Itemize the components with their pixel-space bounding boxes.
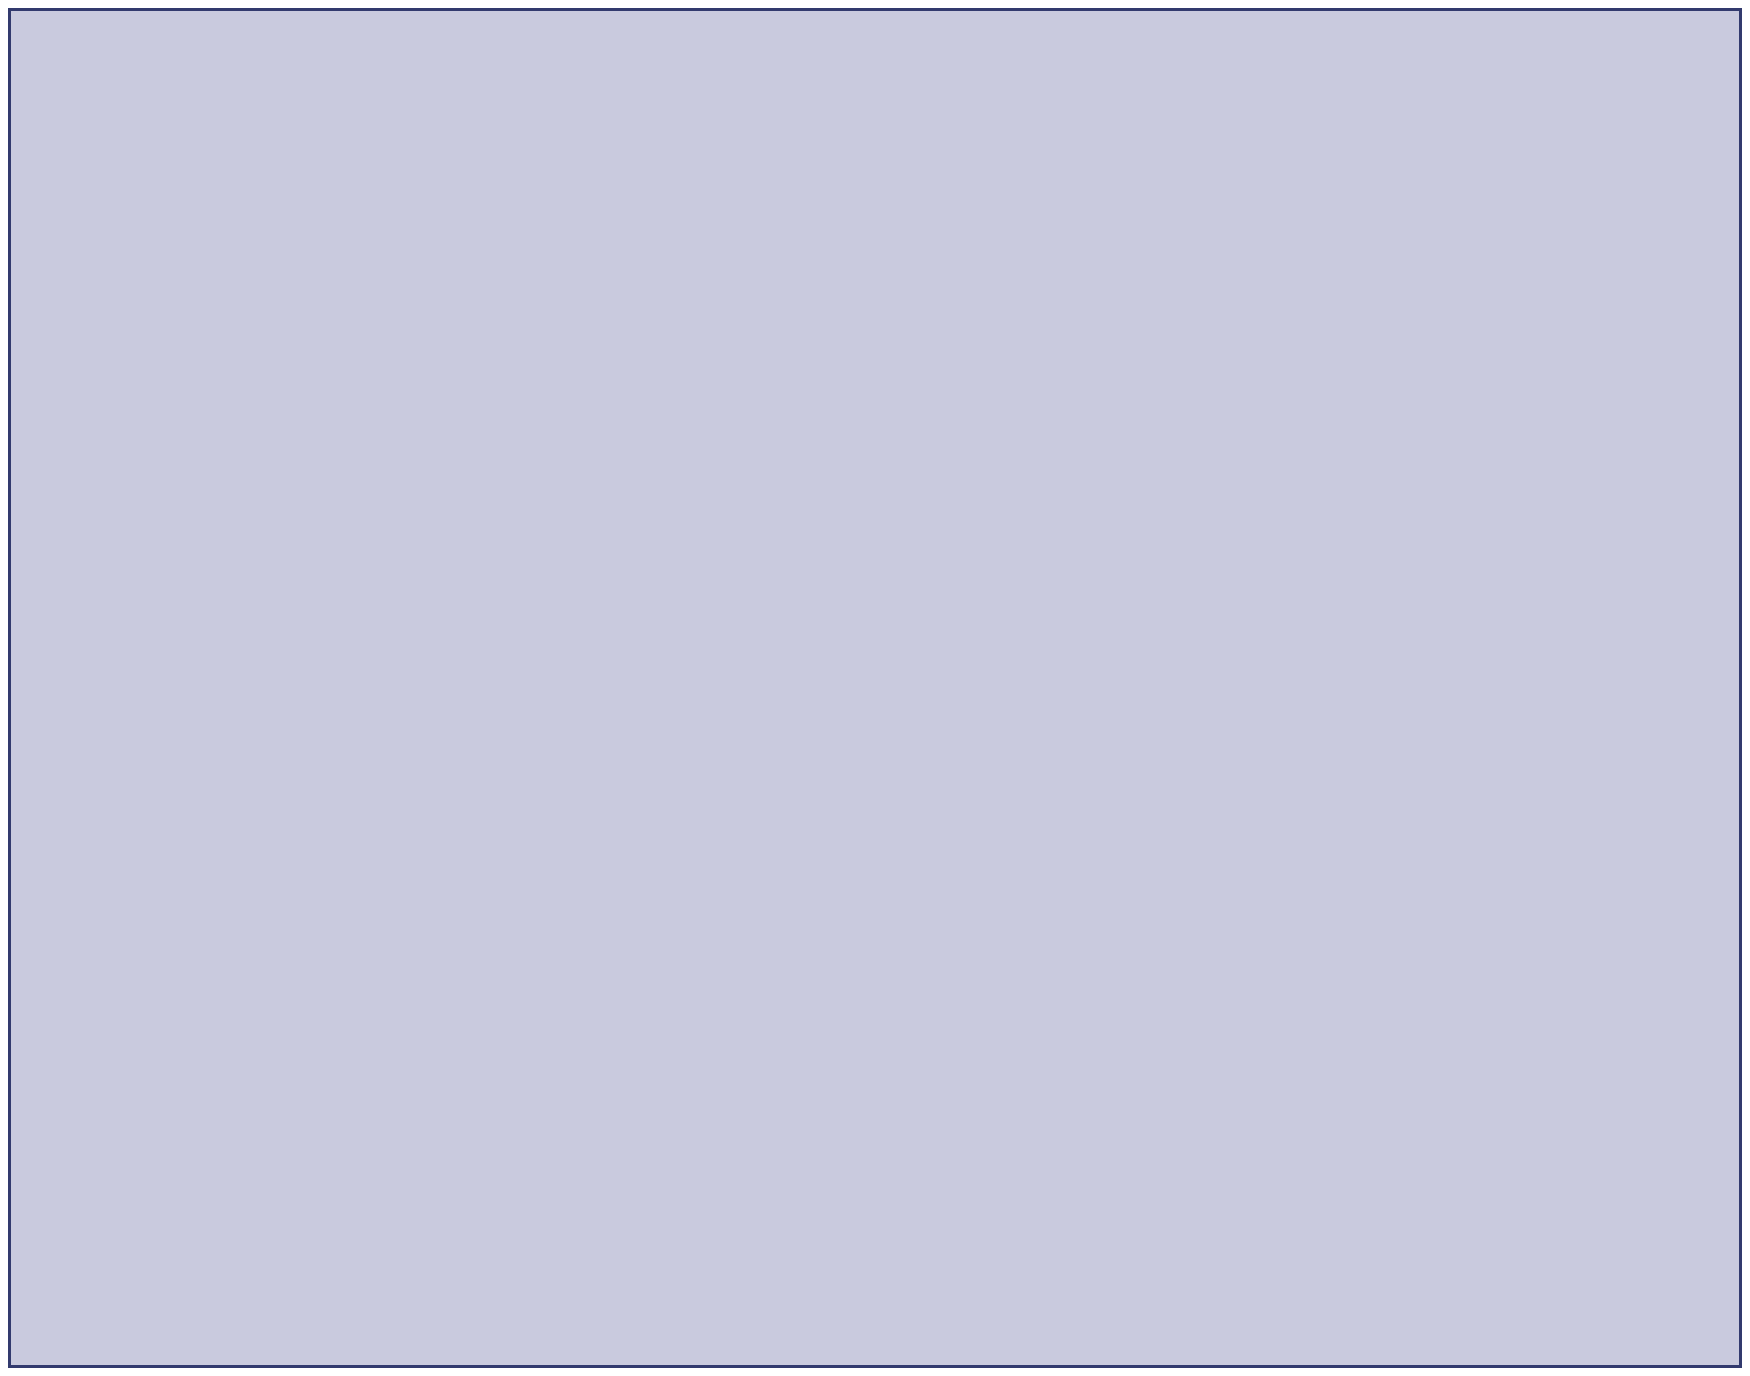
figure-panel [8,8,1742,1368]
